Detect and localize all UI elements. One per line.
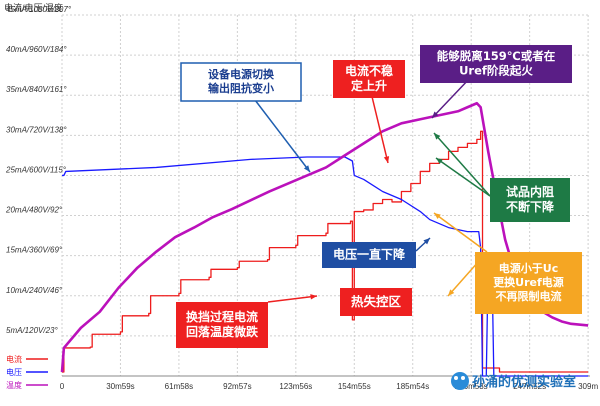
annotation-arrow-4 [435, 157, 491, 197]
legend-label: 温度 [6, 380, 22, 390]
corner-label: 电流/电压/温度 [4, 2, 63, 13]
annotation-arrow-6 [433, 212, 488, 253]
series-line-voltage [62, 156, 589, 377]
annotation-thermal-runaway: 热失控区 [340, 288, 412, 316]
annotation-box [420, 45, 572, 83]
annotation-box [490, 178, 570, 222]
arrow-head [448, 289, 455, 296]
x-tick-label: 30m59s [106, 382, 134, 391]
annotations: 设备电源切换输出阻抗变小电流不稳定上升能够脱离159℃或者在Uref阶段起火试品… [176, 45, 582, 348]
annotation-voltage-drop: 电压一直下降 [322, 242, 416, 268]
y-tick-label: 45mA/1080V/207° [6, 5, 72, 14]
annotation-text: 电源小于Uc [499, 261, 558, 275]
annotation-text: 设备电源切换 [208, 67, 275, 81]
legend-label: 电压 [6, 367, 22, 377]
annotation-arrow-3 [433, 132, 491, 197]
x-tick-labels: 0 30m59s 61m58s 92m57s 123m56s 154m55s 185m54s… [60, 382, 599, 391]
y-tick-label: 5mA/120V/23° [6, 326, 58, 335]
annotation-text: 电压一直下降 [333, 247, 406, 262]
y-tick-label: 10mA/240V/46° [6, 286, 63, 295]
x-tick-label: 247m52s [513, 382, 546, 391]
annotation-text: 试品内阻 [506, 184, 554, 199]
annotation-text: 不断下降 [506, 199, 555, 214]
arrow-head [436, 158, 443, 164]
y-tick-label: 25mA/600V/115° [5, 165, 67, 174]
watermark-text: 孙涌的优测实验室 [472, 374, 576, 390]
y-tick-label: 30mA/720V/138° [6, 125, 67, 134]
arrow-head [423, 238, 430, 245]
annotation-box [180, 62, 302, 102]
annotation-text: 电流不稳 [345, 63, 393, 78]
x-tick-label: 61m58s [165, 382, 193, 391]
annotation-box [475, 252, 582, 314]
annotation-box [176, 302, 268, 348]
x-tick-label: 92m57s [223, 382, 251, 391]
annotation-text: 定上升 [351, 78, 387, 93]
arrow-head [383, 156, 390, 163]
annotation-text: 更换Uref电源 [493, 275, 564, 289]
annotation-text: 换挡过程电流 [186, 309, 258, 324]
annotation-box [340, 288, 412, 316]
y-tick-label: 15mA/360V/69° [6, 246, 63, 255]
annotation-text: 不再限制电流 [496, 289, 562, 303]
series-line-current [62, 130, 589, 373]
arrow-head [432, 111, 439, 118]
y-tick-label: 35mA/840V/161° [6, 85, 67, 94]
arrow-head [303, 165, 310, 172]
annotation-arrow-8 [267, 295, 318, 303]
x-tick-label: 123m56s [279, 382, 312, 391]
x-tick-label: 216m53s [455, 382, 488, 391]
x-tick-label: 185m54s [396, 382, 429, 391]
watermark: 孙涌的优测实验室 [451, 372, 576, 390]
arrow-head [310, 294, 317, 300]
annotation-text: 热失控区 [351, 294, 402, 309]
x-tick-label: 0 [60, 382, 65, 391]
annotation-text: 能够脱离159℃或者在 [437, 49, 556, 63]
x-tick-label: 309m [578, 382, 598, 391]
legend-label: 电流 [6, 354, 22, 364]
annotation-arrow-2 [431, 77, 471, 119]
y-tick-label: 20mA/480V/92° [5, 206, 63, 215]
annotation-box [322, 242, 416, 268]
annotation-text: 输出阻抗变小 [208, 81, 274, 95]
annotation-text: Uref阶段起火 [459, 64, 533, 78]
y-tick-labels: 5mA/120V/23° 10mA/240V/46° 15mA/360V/69° 20… [5, 5, 72, 335]
annotation-arrow-0 [254, 99, 311, 173]
y-tick-label: 40mA/960V/184° [6, 45, 67, 54]
annotation-text: 回落温度微跌 [186, 324, 259, 339]
arrow-head [434, 133, 441, 140]
arrow-head [434, 213, 441, 220]
annotation-box [333, 60, 405, 98]
x-tick-label: 154m55s [338, 382, 371, 391]
